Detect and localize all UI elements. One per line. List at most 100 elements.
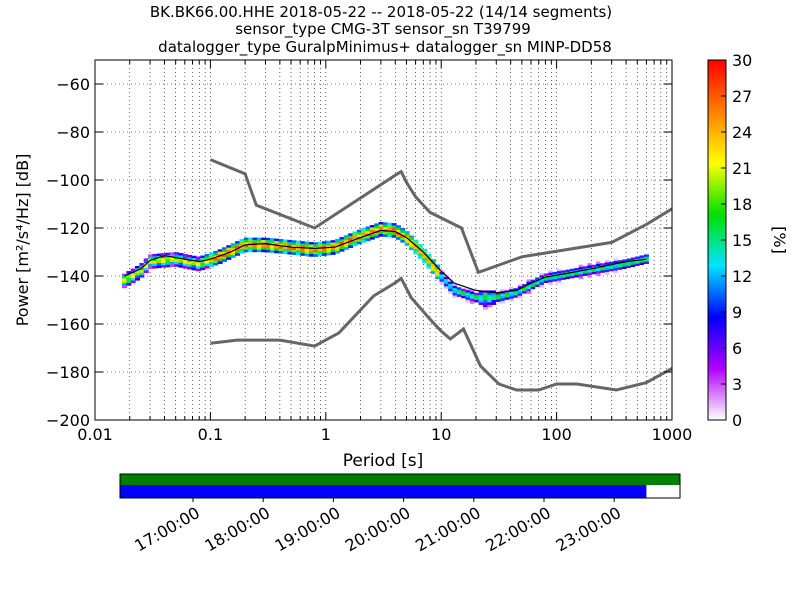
- psd-cell: [182, 258, 188, 262]
- psd-cell: [613, 270, 619, 274]
- colorbar-tick-label: 3: [732, 375, 742, 394]
- psd-cell: [308, 251, 314, 255]
- psd-cell: [248, 247, 254, 250]
- psd-cell: [369, 227, 375, 231]
- psd-cell: [465, 292, 471, 296]
- psd-cell: [591, 271, 597, 275]
- psd-cell: [556, 278, 562, 281]
- psd-cell: [583, 275, 589, 279]
- psd-cell: [213, 262, 219, 266]
- psd-cell: [465, 287, 471, 291]
- psd-cell: [304, 248, 310, 252]
- psd-cell: [430, 268, 436, 272]
- psd-cell: [365, 226, 371, 230]
- psd-cell: [269, 240, 275, 244]
- psd-cell: [152, 253, 158, 257]
- psd-cell: [509, 291, 515, 295]
- psd-cell: [469, 298, 475, 302]
- psd-cell: [452, 288, 458, 291]
- psd-cell: [261, 244, 267, 248]
- psd-cell: [187, 266, 193, 270]
- psd-cell: [630, 264, 636, 268]
- psd-cell: [496, 292, 502, 295]
- psd-cell: [622, 259, 628, 263]
- psd-cell: [522, 293, 528, 297]
- psd-cell: [382, 224, 388, 228]
- psd-cell: [522, 283, 528, 287]
- psd-cell: [278, 248, 284, 252]
- y-axis-label: Power [m²/s⁴/Hz] [dB]: [13, 154, 32, 327]
- y-tick-label: −100: [46, 171, 90, 190]
- psd-cell: [487, 295, 493, 298]
- psd-cell: [474, 300, 480, 303]
- psd-cell: [182, 265, 188, 269]
- psd-cell: [191, 258, 197, 261]
- psd-cell: [352, 233, 358, 237]
- psd-cell: [422, 248, 428, 252]
- psd-cell: [478, 290, 484, 293]
- psd-cell: [643, 252, 649, 255]
- psd-cell: [213, 253, 219, 256]
- psd-cell: [496, 294, 502, 298]
- psd-cell: [482, 300, 488, 303]
- psd-cell: [482, 295, 488, 298]
- psd-cell: [335, 243, 341, 247]
- psd-cell: [469, 289, 475, 292]
- psd-cell: [482, 304, 488, 308]
- colorbar-tick-label: 12: [732, 267, 752, 286]
- psd-cell: [121, 285, 127, 289]
- psd-cell: [509, 293, 515, 297]
- psd-cell: [395, 225, 401, 228]
- psd-cell: [578, 276, 584, 280]
- psd-cell: [504, 295, 510, 298]
- psd-cell: [617, 264, 623, 268]
- psd-cell: [635, 266, 641, 269]
- psd-cell: [465, 299, 471, 303]
- psd-cell: [291, 247, 297, 251]
- segments-available-bar: [120, 474, 680, 485]
- psd-cell: [335, 238, 341, 242]
- psd-cell: [417, 251, 423, 254]
- psd-cell: [500, 293, 506, 297]
- psd-cell: [591, 274, 597, 277]
- psd-cell: [609, 268, 615, 272]
- psd-cell: [569, 275, 575, 279]
- psd-cell: [156, 263, 162, 266]
- psd-cell: [348, 242, 354, 246]
- timeline-tick-label: 18:00:00: [201, 503, 273, 555]
- psd-cell: [461, 288, 467, 292]
- psd-cell: [426, 261, 432, 264]
- psd-cell: [195, 259, 201, 262]
- psd-cell: [169, 257, 175, 260]
- psd-cell: [491, 297, 497, 301]
- psd-cell: [643, 261, 649, 265]
- psd-cell: [161, 265, 167, 268]
- psd-cell: [413, 242, 419, 245]
- psd-cell: [291, 249, 297, 253]
- psd-cell: [404, 235, 410, 239]
- psd-cell: [548, 270, 554, 273]
- psd-cell: [322, 250, 328, 254]
- psd-cell: [435, 271, 441, 275]
- psd-cell: [435, 276, 441, 280]
- psd-cell: [365, 228, 371, 232]
- psd-cell: [382, 234, 388, 237]
- psd-cell: [248, 249, 254, 253]
- psd-cell: [382, 231, 388, 235]
- psd-cell: [178, 257, 184, 261]
- psd-cell: [456, 292, 462, 295]
- psd-cell: [304, 251, 310, 254]
- psd-cell: [274, 245, 280, 249]
- psd-cell: [452, 293, 458, 296]
- psd-cell: [239, 239, 245, 242]
- psd-cell: [448, 283, 454, 287]
- psd-cell: [439, 272, 445, 275]
- psd-cell: [174, 254, 180, 258]
- psd-cell: [204, 261, 210, 264]
- psd-cell: [639, 253, 645, 256]
- psd-cell: [539, 275, 545, 278]
- psd-cell: [630, 255, 636, 258]
- psd-cell: [509, 296, 515, 299]
- psd-cell: [535, 279, 541, 283]
- psd-cell: [496, 299, 502, 303]
